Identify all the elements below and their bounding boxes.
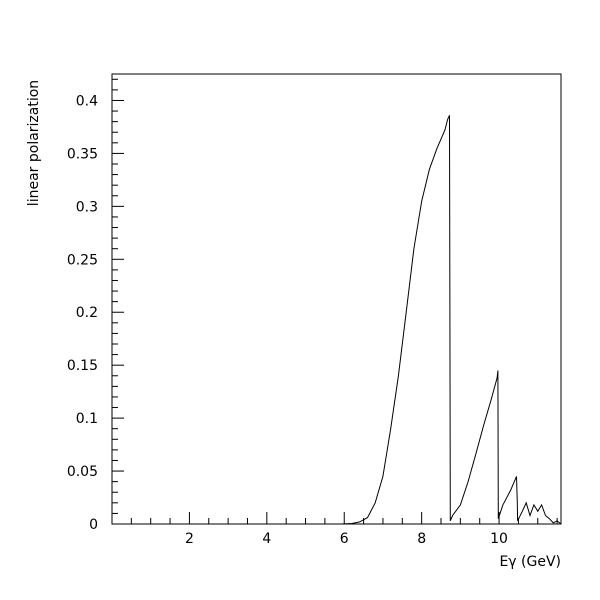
y-tick-label: 0.35 (67, 146, 98, 162)
x-tick-label: 4 (262, 531, 271, 547)
y-tick-label: 0.4 (76, 93, 98, 109)
y-axis-ticks: 0 0.05 0.1 0.15 0.2 0.25 0.3 0.35 0.4 (67, 78, 124, 533)
x-tick-label: 6 (340, 531, 349, 547)
y-tick-label: 0.2 (76, 305, 98, 321)
y-axis-label: linear polarization (26, 80, 42, 206)
plot-frame (111, 73, 562, 525)
y-tick-label: 0.15 (67, 358, 98, 374)
y-tick-label: 0.3 (76, 199, 98, 215)
y-tick-label: 0 (89, 517, 98, 533)
y-tick-label: 0.25 (67, 252, 98, 268)
x-tick-label: 2 (185, 531, 194, 547)
y-tick-label: 0.05 (67, 464, 98, 480)
x-tick-label: 8 (417, 531, 426, 547)
x-axis-ticks: 2 4 6 8 10 (130, 512, 558, 547)
y-tick-label: 0.1 (76, 411, 98, 427)
polarization-curve (340, 115, 562, 525)
x-tick-label: 10 (490, 531, 508, 547)
x-axis-label: Eγ (GeV) (499, 554, 561, 570)
